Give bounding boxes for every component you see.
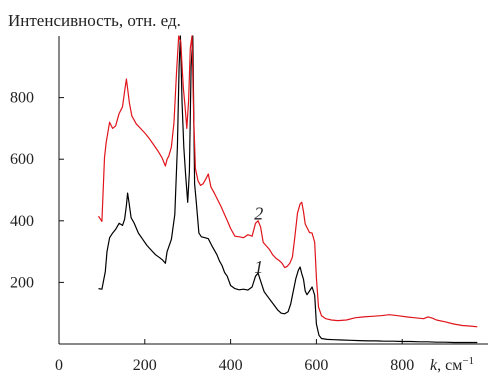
tick-group: 0 200 400 600 800 200 400 600 800 [10,90,414,374]
y-tick-label: 800 [10,90,34,107]
x-tick-label: 0 [55,357,63,374]
series-line-1 [98,35,478,344]
x-axis-exponent: −1 [462,355,474,367]
y-axis-title: Интенсивность, отн. ед. [8,11,181,30]
x-axis-label: k, см−1 [430,355,474,374]
y-tick-label: 400 [10,213,34,230]
x-axis-symbol: k [430,357,438,374]
y-tick-label: 600 [10,151,34,168]
series-label-1: 1 [254,257,263,277]
x-tick-label: 800 [390,357,414,374]
x-tick-label: 600 [304,357,328,374]
y-tick-label: 200 [10,274,34,291]
series-label-2: 2 [254,203,263,223]
x-tick-label: 400 [219,357,243,374]
x-axis-unit: , см [437,357,462,374]
series-line-2 [97,35,478,328]
series-group: 12 [97,35,478,344]
x-tick-label: 200 [133,357,157,374]
